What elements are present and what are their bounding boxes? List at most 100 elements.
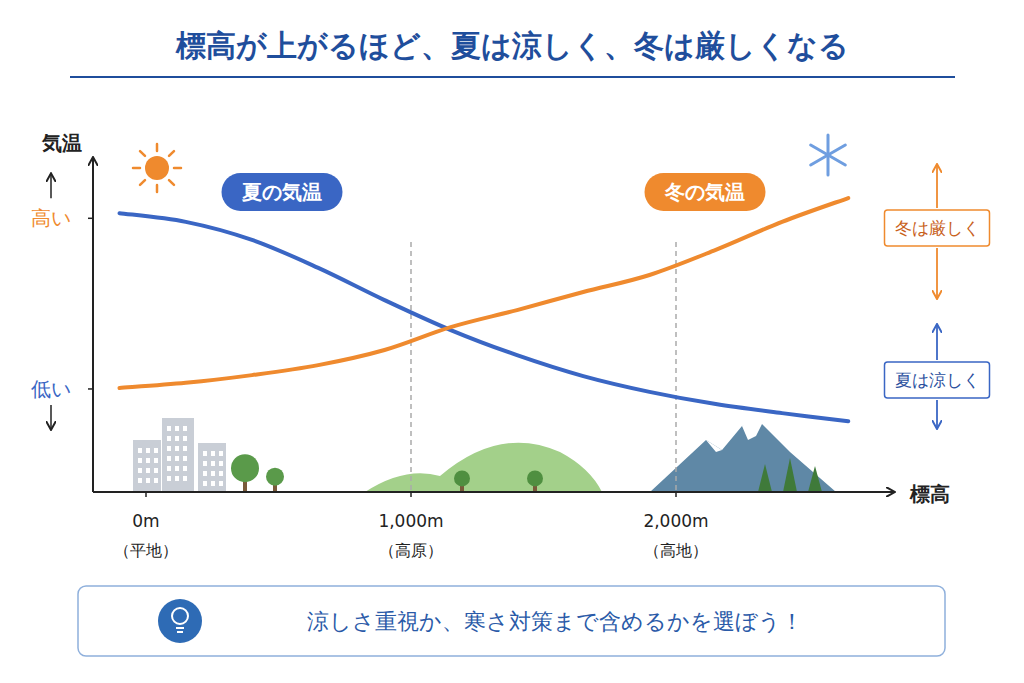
- window: [175, 426, 179, 431]
- title: 標高が上がるほど、夏は涼しく、冬は厳しくなる: [175, 28, 849, 63]
- side-note-arrow-up: [936, 325, 938, 360]
- window: [183, 456, 187, 461]
- tree: [454, 470, 470, 486]
- window: [146, 458, 150, 463]
- tip-text: 涼しさ重視か、寒さ対策まで含めるかを選ぼう！: [307, 609, 803, 634]
- pine: [808, 466, 822, 492]
- window: [167, 436, 171, 441]
- y-axis-title: 気温: [41, 131, 82, 155]
- side-note-arrow-down: [936, 400, 938, 428]
- y-axis: [92, 158, 94, 492]
- window: [167, 446, 171, 451]
- side-note-box: [885, 210, 990, 246]
- window: [167, 456, 171, 461]
- snowflake-arm: [811, 145, 846, 165]
- x-tick: [675, 492, 677, 497]
- sun-ray: [174, 167, 181, 170]
- sun-ray: [169, 180, 174, 185]
- y-high-arrow: [50, 174, 52, 198]
- side-note-arrow-down: [936, 248, 938, 298]
- sun-ray: [140, 180, 145, 185]
- window: [219, 461, 223, 466]
- window: [183, 436, 187, 441]
- bulb-base: [176, 627, 184, 629]
- tip-box: 涼しさ重視か、寒さ対策まで含めるかを選ぼう！: [78, 586, 945, 656]
- window: [154, 458, 158, 463]
- grid-line: [675, 242, 677, 492]
- sun: [145, 156, 169, 180]
- window: [183, 466, 187, 471]
- y-tick-label: 高い: [31, 206, 71, 230]
- sun-ray: [156, 185, 159, 192]
- x-tick-note: （高原）: [379, 541, 443, 560]
- side-note: 夏は涼しく: [885, 325, 990, 428]
- sun-ray: [140, 151, 145, 156]
- hills: [365, 443, 602, 492]
- legend-label: 冬の気温: [664, 180, 745, 204]
- window: [167, 476, 171, 481]
- sun-ray: [133, 167, 140, 170]
- window: [211, 461, 215, 466]
- building: [198, 443, 226, 492]
- chart: 標高が上がるほど、夏は涼しく、冬は厳しくなる気温標高 低い 高い 0m （平地） 1,00…: [0, 0, 1024, 683]
- window: [138, 468, 142, 473]
- x-tick: [145, 492, 147, 497]
- window: [211, 451, 215, 456]
- sun-ray: [156, 144, 159, 151]
- lines: [120, 198, 849, 421]
- pine: [783, 458, 797, 492]
- y-tick-label: 低い: [31, 377, 71, 401]
- window: [219, 481, 223, 486]
- tree: [266, 468, 284, 486]
- legend-item: 冬の気温: [645, 173, 766, 211]
- window: [203, 481, 207, 486]
- window: [167, 466, 171, 471]
- window: [167, 426, 171, 431]
- illustrations: [133, 418, 836, 492]
- side-note-text: 冬は厳しく: [895, 218, 980, 238]
- x-tick-label: 0m: [132, 511, 159, 531]
- legend-pill: [645, 173, 766, 211]
- y-low-arrow: [50, 405, 52, 429]
- window: [138, 458, 142, 463]
- sun-ray: [169, 151, 174, 156]
- tree: [527, 470, 543, 486]
- legend-label: 夏の気温: [241, 180, 322, 204]
- window: [183, 426, 187, 431]
- snowflake-icon: [811, 135, 846, 175]
- window: [175, 466, 179, 471]
- y-tick: [88, 388, 93, 390]
- window: [175, 446, 179, 451]
- series-line: [120, 198, 849, 388]
- x-tick-note: （平地）: [114, 541, 178, 560]
- x-axis: [93, 491, 894, 493]
- window: [203, 451, 207, 456]
- x-tick-label: 1,000m: [378, 511, 443, 531]
- x-axis-title: 標高: [909, 482, 950, 506]
- bulb: [172, 608, 188, 624]
- window: [138, 478, 142, 483]
- window: [146, 448, 150, 453]
- side-note-text: 夏は涼しく: [895, 370, 980, 390]
- window: [138, 448, 142, 453]
- building: [162, 418, 194, 492]
- bulb-base: [177, 631, 183, 633]
- window: [183, 446, 187, 451]
- window: [154, 448, 158, 453]
- bulb-circle: [158, 599, 202, 643]
- window: [175, 436, 179, 441]
- tip-frame: [78, 586, 945, 656]
- window: [211, 471, 215, 476]
- window: [154, 478, 158, 483]
- mountains: [650, 424, 836, 492]
- window: [175, 456, 179, 461]
- x-tick-label: 2,000m: [643, 511, 708, 531]
- snow-cap: [706, 421, 762, 452]
- pine: [758, 464, 772, 492]
- sun-icon: [133, 144, 181, 192]
- window: [146, 478, 150, 483]
- title-underline: [70, 76, 955, 78]
- window: [203, 461, 207, 466]
- tree: [231, 454, 259, 482]
- x-tick: [410, 492, 412, 497]
